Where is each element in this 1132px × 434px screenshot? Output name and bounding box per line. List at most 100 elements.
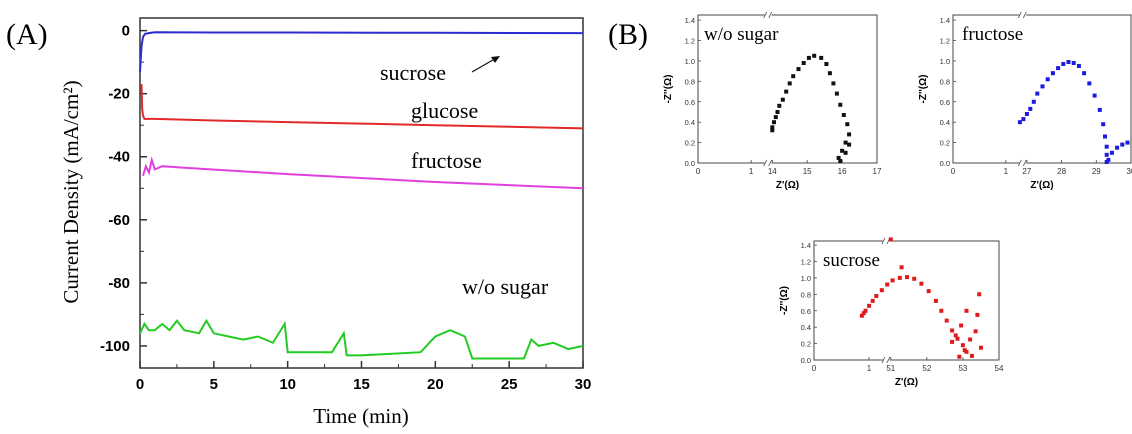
series-line-1: [140, 84, 584, 130]
scatter-point: [977, 292, 982, 297]
scatter-point: [975, 312, 980, 317]
scatter-point: [950, 339, 955, 344]
panel-b-label: (B): [608, 18, 648, 51]
scatter-point: [847, 142, 852, 147]
inset-x-tick-label: 0: [951, 167, 956, 176]
scatter-point: [953, 333, 958, 338]
y-tick-label: -20: [108, 86, 130, 103]
inset-y-tick-label: 0.6: [801, 307, 811, 316]
scatter-point: [863, 308, 868, 313]
scatter-point: [847, 132, 852, 137]
scatter-point: [801, 61, 806, 65]
scatter-point: [840, 148, 845, 153]
scatter-point: [1031, 99, 1036, 104]
scatter-point: [843, 150, 848, 155]
inset-y-tick-label: 0.8: [801, 290, 811, 299]
scatter-point: [861, 311, 866, 316]
inset-x-tick-label: 27: [1022, 167, 1031, 176]
plot-frame: [139, 17, 584, 369]
scatter-point: [1082, 71, 1087, 76]
scatter-point: [969, 353, 974, 358]
inset-x-tick-label: 1: [749, 167, 754, 176]
inset-y-axis-label: -Z''(Ω): [918, 75, 929, 104]
inset-x-axis-label: Z'(Ω): [895, 377, 918, 388]
scatter-point: [1101, 122, 1106, 127]
scatter-point: [1125, 140, 1130, 145]
x-tick-label: 0: [136, 376, 144, 393]
axis-break-gap: [1019, 161, 1027, 165]
axis-break-mark: [763, 159, 773, 167]
scatter-point: [819, 55, 824, 60]
inset-x-tick-label: 15: [803, 167, 812, 176]
scatter-point: [933, 298, 938, 303]
inset-x-tick-label: 51: [886, 364, 895, 373]
scatter-point: [1076, 64, 1081, 68]
scatter-point: [959, 323, 964, 328]
scatter-point: [773, 115, 778, 120]
annotation-label: w/o sugar: [462, 274, 549, 299]
inset-y-tick-label: 0.4: [801, 323, 811, 332]
scatter-point: [885, 282, 890, 287]
scatter-point: [1040, 84, 1045, 89]
scatter-point: [962, 348, 967, 353]
scatter-point: [888, 237, 893, 242]
inset-frame: [813, 240, 1000, 361]
inset-y-tick-label: 1.0: [685, 57, 695, 66]
inset-x-tick-label: 52: [922, 364, 931, 373]
inset-y-tick-label: 0.8: [685, 77, 695, 86]
scatter-point: [944, 318, 949, 323]
scatter-point: [841, 113, 846, 117]
scatter-point: [834, 91, 839, 96]
x-tick-label: 10: [279, 376, 296, 393]
inset-y-tick-label: 0.2: [685, 139, 695, 148]
scatter-point: [912, 276, 917, 281]
scatter-point: [845, 122, 850, 127]
series-line-2: [142, 156, 584, 190]
scatter-point: [950, 328, 955, 333]
scatter-point: [787, 81, 792, 86]
inset-x-tick-label: 1: [867, 364, 872, 373]
scatter-point: [770, 128, 775, 133]
inset-y-tick-label: 0.2: [801, 340, 811, 349]
inset-x-tick-label: 14: [768, 167, 777, 176]
inset-y-tick-label: 1.2: [801, 258, 811, 267]
scatter-point: [838, 159, 843, 163]
axis-break-gap: [882, 358, 890, 362]
scatter-point: [1104, 152, 1109, 157]
x-tick-label: 15: [353, 376, 370, 393]
scatter-point: [1097, 107, 1102, 112]
scatter-point: [926, 289, 931, 294]
x-tick-label: 20: [427, 376, 444, 393]
axis-break-mark: [1017, 159, 1027, 167]
scatter-point: [1109, 150, 1114, 155]
scatter-point: [964, 308, 969, 313]
scatter-point: [1024, 112, 1029, 116]
inset-x-tick-label: 29: [1092, 167, 1101, 176]
scatter-point: [827, 71, 832, 76]
scatter-point: [775, 110, 780, 114]
inset-y-tick-label: 0.2: [940, 139, 950, 148]
inset-x-tick-label: 28: [1057, 167, 1066, 176]
x-axis-label: Time (min): [313, 404, 408, 428]
inset-y-tick-label: 0.0: [940, 159, 950, 168]
inset-y-tick-label: 1.0: [801, 274, 811, 283]
inset-x-tick-label: 30: [1127, 167, 1132, 176]
annotation-label: glucose: [411, 98, 478, 123]
scatter-point: [777, 103, 782, 108]
scatter-point: [838, 102, 843, 107]
inset-y-tick-label: 0.8: [940, 77, 950, 86]
scatter-point: [867, 303, 872, 308]
axis-break-gap: [764, 161, 772, 165]
scatter-point: [957, 354, 962, 359]
scatter-point: [772, 120, 776, 125]
series-line-3: [139, 318, 584, 360]
scatter-point: [836, 155, 841, 160]
panel-a-label: (A): [6, 18, 48, 51]
scatter-point: [1106, 157, 1111, 162]
x-tick-label: 5: [210, 376, 218, 393]
scatter-point: [1017, 120, 1022, 125]
scatter-point: [770, 125, 775, 130]
scatter-point: [897, 275, 902, 280]
scatter-point: [806, 55, 811, 60]
scatter-point: [1087, 81, 1092, 86]
